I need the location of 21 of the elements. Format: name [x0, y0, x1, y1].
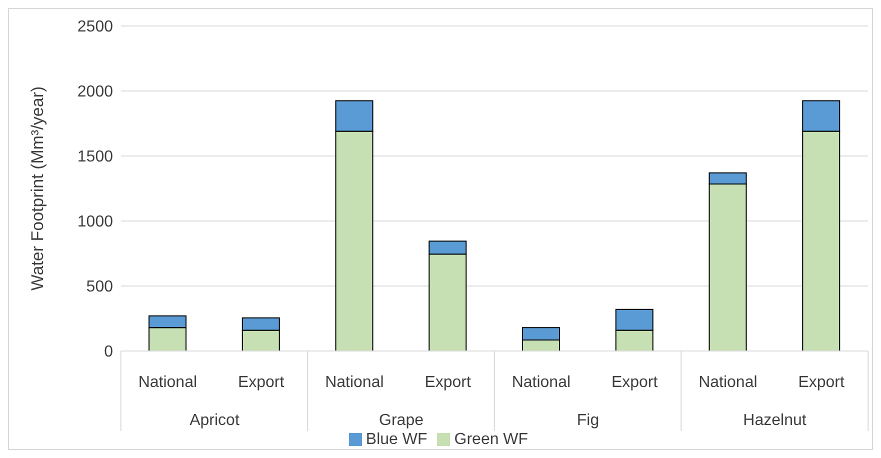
- y-tick-label: 1000: [77, 214, 114, 231]
- x-tick-label: Export: [611, 374, 658, 391]
- x-tick-label: Export: [238, 374, 285, 391]
- text: Apricot: [190, 412, 240, 429]
- y-tick-label: 500: [86, 278, 114, 296]
- legend-label: Green WF: [454, 431, 528, 448]
- y-tick-label: 2500: [77, 18, 114, 36]
- x-tick-label: National: [325, 374, 384, 391]
- text: Fig: [576, 412, 600, 429]
- y-tick-label: 1500: [77, 148, 114, 166]
- x-tick-label: National: [698, 374, 758, 391]
- y-axis-title: Water Footprint (Mm³/year): [28, 86, 48, 291]
- x-tick-label: Export: [424, 374, 472, 391]
- y-tick-label: 2000: [77, 84, 114, 101]
- x-tick-label: National: [138, 374, 198, 391]
- text: Grape: [379, 412, 424, 429]
- x-tick-label: National: [512, 374, 571, 391]
- text: Hazelnut: [743, 412, 807, 429]
- x-tick-label: Export: [798, 374, 845, 391]
- legend-label: Blue WF: [366, 431, 428, 448]
- y-tick-label: 0: [104, 344, 114, 361]
